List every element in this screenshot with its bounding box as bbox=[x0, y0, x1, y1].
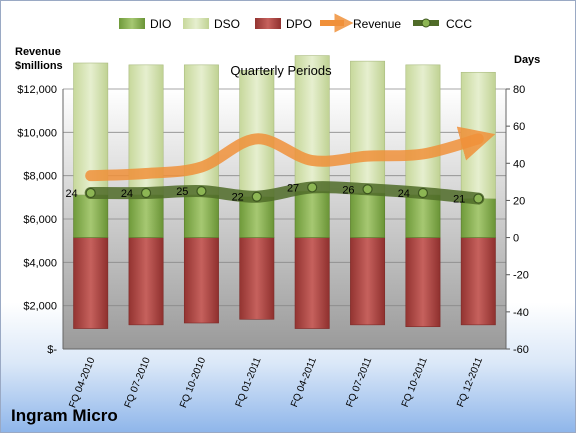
x-tick-label: FQ 10-2011 bbox=[400, 356, 430, 409]
x-tick-label: FQ 10-2010 bbox=[178, 356, 208, 410]
ccc-data-label: 24 bbox=[65, 188, 77, 200]
ccc-data-label: 22 bbox=[232, 192, 244, 204]
right-tick-label: 80 bbox=[513, 84, 525, 96]
left-tick-label: $4,000 bbox=[23, 257, 57, 269]
legend-swatch-ccc-marker bbox=[421, 18, 431, 28]
ccc-point bbox=[196, 186, 207, 197]
left-axis-label: Revenue $millions bbox=[15, 46, 63, 72]
bar-dio bbox=[183, 194, 219, 238]
ccc-data-label: 26 bbox=[342, 184, 354, 196]
legend-item-dio: DIO bbox=[119, 17, 171, 31]
lines-layer: 24 24 25 22 27 26 24 21 bbox=[65, 126, 496, 206]
right-tick-label: -60 bbox=[513, 344, 529, 356]
bar-dpo bbox=[350, 237, 386, 326]
left-tick-label: $6,000 bbox=[23, 214, 57, 226]
bar-dpo bbox=[73, 237, 109, 329]
bar-dio bbox=[350, 192, 386, 238]
revenue-line bbox=[85, 126, 496, 182]
ccc-point bbox=[362, 184, 373, 195]
x-tick-label: FQ 07-2010 bbox=[123, 356, 153, 410]
bar-dpo bbox=[239, 237, 275, 320]
right-tick-label: -20 bbox=[513, 270, 529, 282]
x-tick-label: FQ 04-2011 bbox=[289, 356, 319, 409]
legend-item-ccc: CCC bbox=[413, 17, 472, 31]
left-tick-label: $10,000 bbox=[17, 127, 57, 139]
bar-dio bbox=[239, 196, 275, 238]
bar-dio bbox=[294, 190, 330, 238]
legend-swatch-dso bbox=[183, 18, 209, 29]
x-tick-label: FQ 12-2011 bbox=[455, 356, 485, 409]
legend-item-dpo: DPO bbox=[255, 17, 312, 31]
legend-label-ccc: CCC bbox=[446, 17, 472, 31]
ccc-point bbox=[85, 187, 96, 199]
legend-label-dso: DSO bbox=[214, 17, 240, 31]
bar-dio bbox=[460, 198, 496, 238]
bar-dpo bbox=[405, 237, 441, 328]
bar-dso bbox=[294, 55, 330, 192]
x-tick-label: FQ 01-2011 bbox=[234, 356, 264, 409]
legend-label-dio: DIO bbox=[150, 17, 171, 31]
right-tick-label: 0 bbox=[513, 233, 519, 245]
right-tick-label: -40 bbox=[513, 307, 529, 319]
right-axis-label: Days bbox=[514, 54, 540, 66]
ccc-data-label: 24 bbox=[121, 188, 133, 200]
bar-dso bbox=[405, 64, 441, 196]
right-tick-label: 60 bbox=[513, 121, 525, 133]
left-tick-label: $12,000 bbox=[17, 84, 57, 96]
legend-item-dso: DSO bbox=[183, 17, 240, 31]
bar-dso bbox=[350, 60, 386, 194]
legend: DIO DSO DPO Revenue CCC bbox=[119, 13, 472, 33]
ccc-data-label: 24 bbox=[398, 188, 410, 200]
bar-dio bbox=[73, 194, 109, 238]
x-tick-label: FQ 04-2010 bbox=[67, 356, 97, 410]
legend-label-dpo: DPO bbox=[286, 17, 312, 31]
company-name: Ingram Micro bbox=[11, 406, 118, 425]
ccc-point bbox=[417, 187, 429, 199]
right-tick-label: 20 bbox=[513, 195, 525, 207]
ccc-data-label: 25 bbox=[176, 186, 188, 198]
ccc-data-label: 21 bbox=[453, 194, 465, 206]
x-tick-label: FQ 07-2011 bbox=[344, 356, 374, 409]
ccc-point bbox=[307, 182, 318, 193]
legend-item-revenue: Revenue bbox=[320, 13, 401, 33]
ccc-point bbox=[473, 193, 484, 204]
bar-dio bbox=[405, 194, 441, 238]
chart-title: Quarterly Periods bbox=[230, 63, 332, 78]
bar-dpo bbox=[128, 237, 164, 326]
ccc-data-label: 27 bbox=[287, 182, 299, 194]
ccc-point bbox=[251, 191, 262, 202]
left-tick-label: $- bbox=[47, 344, 57, 356]
bar-dio bbox=[128, 194, 164, 238]
legend-swatch-dpo bbox=[255, 18, 281, 29]
bar-dpo bbox=[183, 237, 219, 324]
left-tick-label: $2,000 bbox=[23, 301, 57, 313]
right-tick-label: 40 bbox=[513, 158, 525, 170]
left-tick-label: $8,000 bbox=[23, 171, 57, 183]
bar-dso bbox=[183, 64, 219, 196]
legend-swatch-dio bbox=[119, 18, 145, 29]
ccc-point bbox=[140, 187, 152, 199]
legend-label-revenue: Revenue bbox=[353, 17, 401, 31]
bar-dpo bbox=[460, 237, 496, 326]
bar-dpo bbox=[294, 237, 330, 329]
